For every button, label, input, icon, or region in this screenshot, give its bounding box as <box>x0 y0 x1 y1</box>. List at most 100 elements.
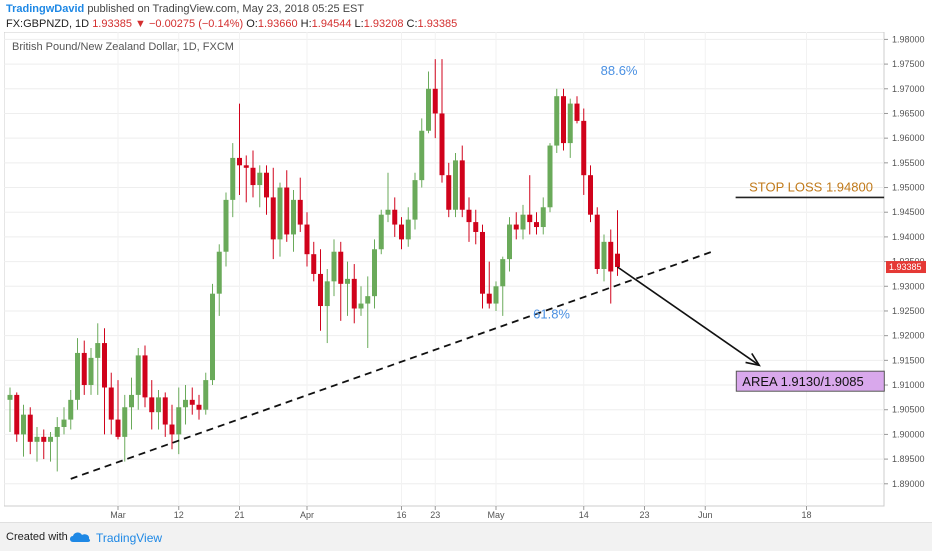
x-tick-label: 14 <box>579 510 589 520</box>
candle-body <box>412 180 418 220</box>
candle-body <box>486 293 492 304</box>
close-value: 1.93385 <box>417 18 458 30</box>
candle-body <box>270 197 276 240</box>
candle-body <box>88 357 94 386</box>
candle-body <box>581 120 587 176</box>
chart-area[interactable]: 1.98000 1.97500 1.97000 1.96500 1.96000 1.955… <box>4 32 928 520</box>
candle-body <box>520 214 526 230</box>
candle-body <box>41 436 47 442</box>
candle-body <box>338 251 344 284</box>
candle-body <box>439 113 445 176</box>
x-tick-label: Jun <box>698 510 713 520</box>
author-link[interactable]: TradingwDavid <box>6 3 85 15</box>
candle-body <box>277 187 283 240</box>
high-label: H: <box>300 18 312 30</box>
chart-title: British Pound/New Zealand Dollar, 1D, FX… <box>12 41 234 53</box>
y-tick-label: 1.95000 <box>892 183 925 193</box>
candle-body <box>615 253 620 268</box>
candle-body <box>594 214 600 269</box>
x-tick-label: 12 <box>174 510 184 520</box>
y-tick-label: 1.97000 <box>892 84 925 94</box>
x-tick-label: 23 <box>430 510 440 520</box>
candle-body <box>203 380 209 410</box>
candle-body <box>588 175 593 215</box>
y-tick-label: 1.89500 <box>892 454 925 464</box>
price-change: −0.00275 (−0.14%) <box>148 18 244 30</box>
candle-body <box>196 404 202 410</box>
candle-body <box>378 214 384 250</box>
x-tick-label: 18 <box>801 510 811 520</box>
candle-body <box>304 224 310 255</box>
candle-body <box>351 278 357 309</box>
candle-body <box>345 278 350 284</box>
candle-body <box>513 224 519 230</box>
candle-body <box>34 436 40 442</box>
tradingview-brand[interactable]: TradingView <box>96 531 163 545</box>
y-tick-label: 1.96500 <box>892 108 925 118</box>
candle-body <box>554 96 560 146</box>
candle-body <box>392 209 398 225</box>
candle-body <box>493 286 499 304</box>
candle-body <box>176 407 182 435</box>
y-tick-label: 1.98000 <box>892 34 925 44</box>
candle-body <box>291 199 296 235</box>
x-tick-label: 16 <box>396 510 406 520</box>
candle-body <box>284 187 290 235</box>
tradingview-cloud-icon[interactable] <box>68 530 92 544</box>
candle-body <box>601 241 607 269</box>
candle-body <box>561 96 566 144</box>
candle-body <box>169 424 175 435</box>
publish-info: published on TradingView.com, May 23, 20… <box>87 3 365 15</box>
y-tick-label: 1.92500 <box>892 306 925 316</box>
candle-body <box>250 167 256 186</box>
candle-body <box>466 209 472 223</box>
candle-body <box>473 222 479 232</box>
candle-body <box>183 399 188 408</box>
candle-body <box>480 231 485 294</box>
y-tick-label: 1.90000 <box>892 429 925 439</box>
candle-body <box>115 419 121 437</box>
x-tick-label: Mar <box>110 510 126 520</box>
y-tick-label: 1.93000 <box>892 281 925 291</box>
x-tick-label: 21 <box>234 510 244 520</box>
plot-frame <box>4 32 885 507</box>
last-price-badge-text: 1.93385 <box>889 262 922 272</box>
footer: Created with TradingView <box>0 522 932 551</box>
candle-body <box>372 249 377 297</box>
candle-body <box>189 399 195 405</box>
candle-body <box>14 394 20 435</box>
high-value: 1.94544 <box>311 18 352 30</box>
y-tick-label: 1.94000 <box>892 232 925 242</box>
y-tick-label: 1.96000 <box>892 133 925 143</box>
candle-body <box>500 259 506 287</box>
candle-body <box>331 251 337 282</box>
symbol-label: FX:GBPNZD, 1D <box>6 18 90 30</box>
candle-body <box>459 160 465 210</box>
candlestick-chart[interactable]: 1.98000 1.97500 1.97000 1.96500 1.96000 1.955… <box>4 32 928 520</box>
candle-body <box>567 103 573 144</box>
chart-header: TradingwDavid published on TradingView.c… <box>6 0 926 34</box>
created-with-label: Created with <box>6 531 68 543</box>
candle-body <box>540 207 546 228</box>
y-tick-label: 1.92000 <box>892 331 925 341</box>
x-tick-label: Apr <box>300 510 314 520</box>
trendline[interactable] <box>70 250 713 480</box>
candle-body <box>122 407 128 437</box>
candle-body <box>453 160 458 210</box>
fib-886-label: 88.6% <box>601 63 638 78</box>
candle-body <box>68 399 74 420</box>
candle-body <box>365 296 371 304</box>
candle-body <box>223 199 229 252</box>
candle-body <box>230 157 236 200</box>
target-arrow[interactable] <box>617 266 760 366</box>
candle-body <box>48 436 53 442</box>
candle-body <box>162 397 168 425</box>
candle-body <box>547 145 553 208</box>
target-area-box[interactable] <box>735 370 885 392</box>
target-area-label: AREA 1.9130/1.9085 <box>742 374 863 389</box>
candle-body <box>21 414 26 435</box>
x-tick-label: 23 <box>639 510 649 520</box>
candle-body <box>108 387 114 420</box>
candle-body <box>527 214 533 223</box>
close-label: C: <box>406 18 418 30</box>
